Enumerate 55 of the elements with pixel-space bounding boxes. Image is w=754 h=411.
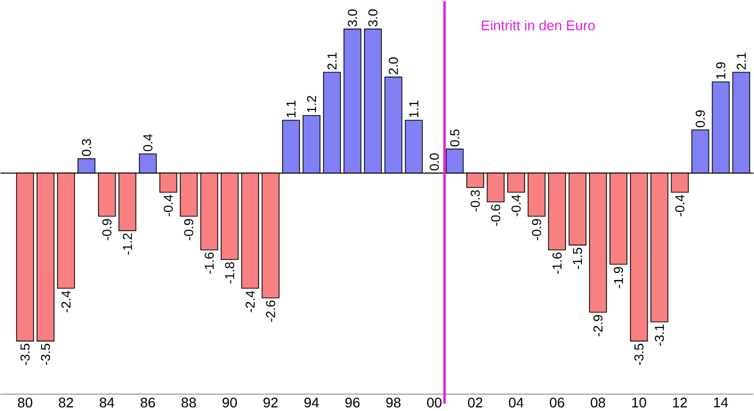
x-tick-label: 96 [345,398,360,408]
data-label: 0.0 [430,154,439,170]
data-label: -3.5 [634,344,644,366]
data-label: 2.1 [327,52,337,70]
x-tick-label: 84 [100,398,114,408]
data-label: -0.4 [164,194,173,216]
data-label: 3.0 [348,10,358,26]
ref-line-label: Eintritt in den Euro [482,20,595,30]
data-label: 0.4 [143,134,152,152]
data-label: 1.2 [307,96,316,112]
data-label: -0.9 [532,219,542,240]
data-label: -1.6 [204,252,214,274]
x-tick-label: 04 [508,398,524,408]
data-label: -1.2 [122,234,132,255]
x-tick-label: 94 [304,398,319,408]
data-label: -2.9 [593,315,603,336]
x-tick-label: 00 [427,398,442,408]
data-label: -2.4 [61,290,70,312]
data-label: 0.9 [696,110,705,128]
data-label: 2.0 [388,58,398,74]
data-label: -1.6 [552,252,562,274]
data-label: 3.0 [368,10,378,26]
x-tick-label: 06 [550,398,564,408]
x-tick-label: 10 [632,398,646,408]
data-label: -0.9 [184,219,194,240]
data-label: 0.5 [450,130,460,146]
data-label: 1.9 [716,62,726,79]
x-tick-label: 02 [468,398,482,408]
data-label: -2.6 [266,300,276,322]
data-label: -3.5 [40,344,50,366]
x-tick-label: 90 [222,398,237,408]
data-label: -0.9 [102,219,112,240]
x-tick-label: 12 [673,398,687,408]
x-tick-label: 92 [264,398,278,408]
x-tick-label: 86 [140,398,155,408]
x-tick-label: 82 [58,398,74,408]
data-label: -1.9 [614,267,624,288]
x-tick-label: 80 [18,398,32,408]
x-tick-label: 14 [714,398,728,408]
data-label: 1.1 [286,100,296,118]
data-label: -1.8 [225,262,234,284]
x-tick-label: 98 [386,398,401,408]
data-label: -1.5 [573,248,582,270]
data-label: -3.1 [654,324,664,346]
data-label: -0.4 [512,194,521,216]
x-tick-label: 88 [182,398,196,408]
data-label: -2.4 [246,290,255,312]
x-tick-label: 08 [590,398,606,408]
data-label: 2.1 [736,52,746,70]
data-label: 0.3 [82,139,92,156]
data-label: -3.5 [20,344,30,366]
data-label: -0.3 [470,190,480,212]
data-label: -0.4 [675,194,684,216]
data-label: -0.6 [491,204,500,226]
data-label: 1.1 [409,100,418,118]
